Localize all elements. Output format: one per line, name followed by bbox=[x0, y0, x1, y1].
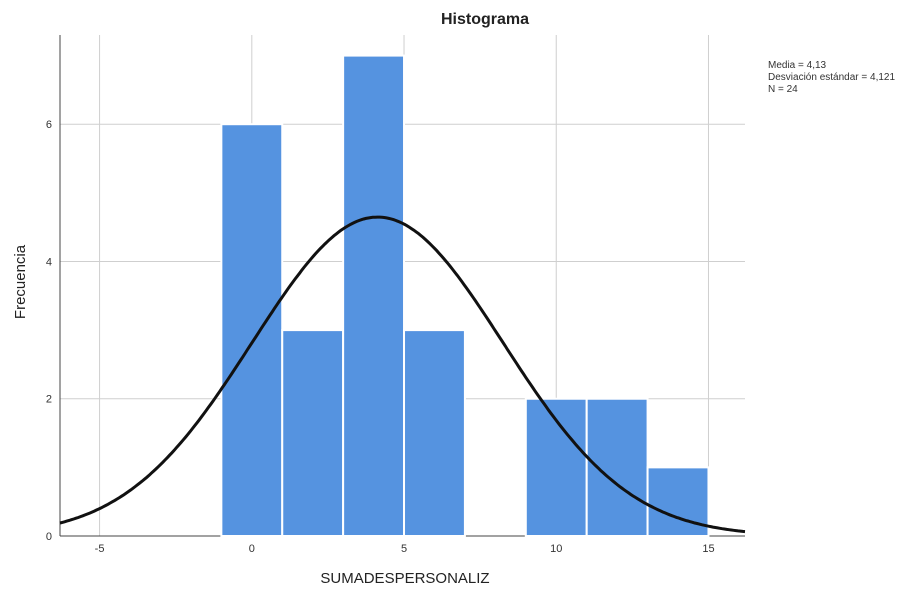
y-tick-label-0: 0 bbox=[46, 531, 52, 543]
x-tick-label-1: 0 bbox=[249, 543, 255, 555]
stats-box: Media = 4,13 Desviación estándar = 4,121… bbox=[768, 60, 895, 95]
histogram-bar-7 bbox=[646, 466, 710, 538]
chart-title: Histograma bbox=[441, 11, 529, 28]
histogram-bar-3 bbox=[403, 329, 466, 537]
y-axis-label: Frecuencia bbox=[12, 244, 29, 319]
stats-n: N = 24 bbox=[768, 84, 798, 95]
histogram-bar-1 bbox=[281, 329, 345, 537]
normal-curve bbox=[59, 215, 746, 534]
x-tick-label-2: 5 bbox=[401, 543, 407, 555]
histogram-bar-0 bbox=[220, 123, 284, 537]
histogram-bars bbox=[220, 54, 710, 538]
x-tick-label-3: 10 bbox=[550, 543, 562, 555]
histogram-bar-2 bbox=[342, 54, 406, 537]
x-tick-label-0: -5 bbox=[95, 543, 105, 555]
y-tick-label-1: 2 bbox=[46, 394, 52, 406]
y-tick-label-2: 4 bbox=[46, 256, 52, 268]
x-axis-label: SUMADESPERSONALIZ bbox=[320, 570, 489, 587]
x-tick-label-4: 15 bbox=[702, 543, 714, 555]
normal-curve-layer bbox=[59, 215, 746, 534]
stats-sd: Desviación estándar = 4,121 bbox=[768, 72, 895, 83]
tick-labels: -5 0 5 10 15 0 2 4 6 bbox=[46, 119, 715, 555]
y-tick-label-3: 6 bbox=[46, 119, 52, 131]
stats-mean: Media = 4,13 bbox=[768, 60, 827, 71]
